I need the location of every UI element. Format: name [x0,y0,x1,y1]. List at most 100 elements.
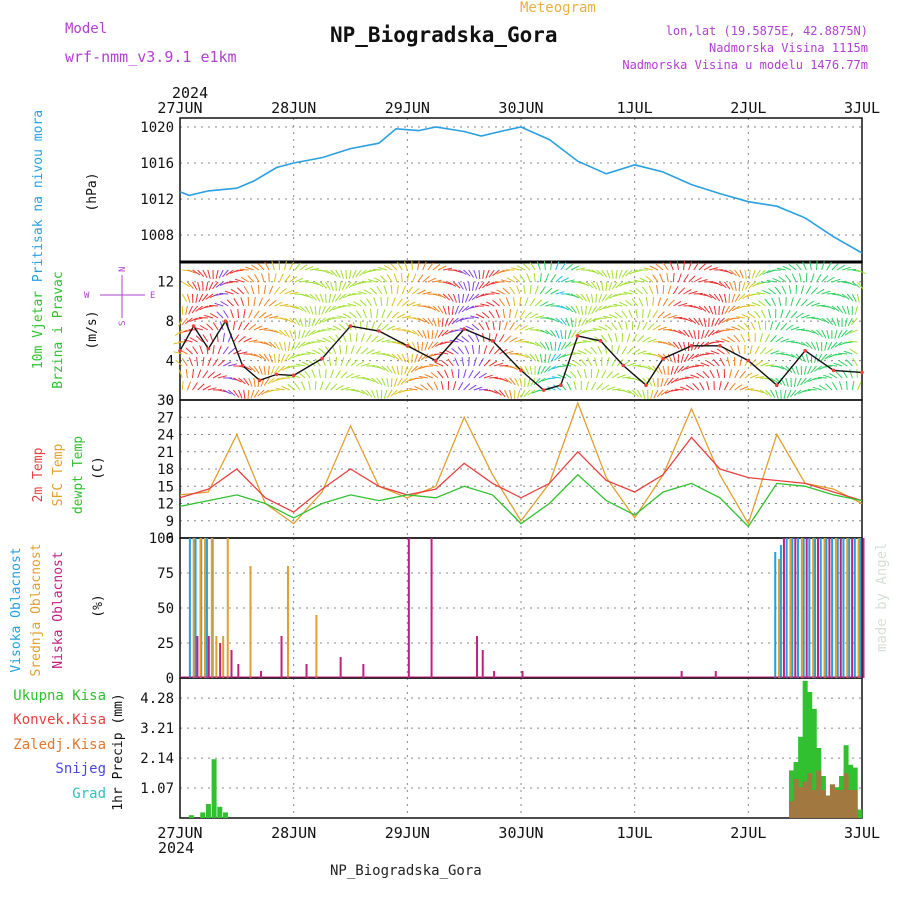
wind-barb [801,285,804,294]
wind-barb [186,306,188,315]
wind-speed-point [832,369,836,373]
temp-title-2m: 2m Temp [31,447,46,502]
wind-barb [322,306,325,314]
wind-barb [351,360,358,366]
wind-barb [452,306,453,315]
wind-barb [694,294,703,295]
cloud-bar [860,538,862,678]
wind-barb [581,359,587,366]
wind-barb [776,322,780,330]
wind-barb [422,342,423,351]
wind-barb [570,371,576,378]
wind-barb [418,330,423,337]
wind-barb [740,270,743,278]
wind-barb [510,353,519,354]
wind-barb [699,264,706,270]
compass-n: N [118,267,128,272]
wind-barb [556,330,560,338]
wind-barb [319,369,320,378]
wind-barb [568,330,571,339]
wind-barb [520,275,525,282]
wind-barb [671,366,673,375]
day-label-bottom: 2JUL [730,824,766,842]
wind-barb [499,334,504,342]
wind-barb [571,306,576,313]
wind-barb [489,311,494,318]
wind-barb [445,318,448,326]
wind-barb [607,371,613,378]
wind-barb [443,306,446,314]
elevation-label: Nadmorska Visina 1115m [709,41,868,55]
temperature-frame [180,400,862,538]
wind-barb [248,390,249,399]
wind-barb [233,390,238,397]
wind-barb [567,382,571,390]
wind-barb [740,371,746,378]
cloud-bar [825,538,827,678]
wind-barb [469,270,474,278]
wind-speed-point [224,319,228,323]
wind-barb [402,286,405,294]
wind-barb [397,366,398,375]
wind-barb [582,318,587,326]
wind-barb [325,369,326,378]
wind-barb [302,330,305,338]
wind-barb [530,366,532,375]
wind-barb [320,294,323,303]
cloud-bar [237,664,239,678]
wind-barb [837,306,843,313]
model-elevation-label: Nadmorska Visina u modelu 1476.77m [622,58,868,72]
wind-barb [694,330,696,339]
wind-barb [315,318,320,325]
cloud-bar [803,538,805,678]
precip-ytick-label: 3.21 [140,721,174,737]
wind-barb [216,270,218,279]
wind-barb [340,345,341,354]
wind-barb [811,288,817,295]
wind-barb [602,282,603,291]
wind-barb [710,370,714,378]
wind-barb [574,381,576,390]
wind-barb [238,309,239,318]
wind-barb [198,384,205,390]
wind-barb [651,390,653,399]
wind-barb [591,347,597,354]
wind-barb [341,358,344,367]
wind-barb [213,359,218,366]
wind-barb [615,333,617,342]
wind-barb [239,390,242,398]
wind-barb [520,342,529,343]
precip-conv-bar [848,790,853,818]
wind-barb [397,299,402,306]
wind-barb [407,273,408,282]
wind-barb [781,323,787,330]
wind-barb [237,288,243,294]
wind-barb [817,274,822,282]
wind-barb [346,345,347,354]
wind-barb [673,273,674,282]
wind-barb [727,357,729,366]
wind-barb [796,366,798,375]
wind-barb [489,270,494,277]
wind-barb [254,390,259,398]
cloud-bar [791,538,793,678]
cloud-ytick-label: 0 [166,671,174,687]
wind-barb [499,390,505,397]
cloud-bar [828,538,830,678]
wind-barb [455,358,459,366]
wind-ytick-label: 8 [166,314,174,330]
wind-barb [825,342,827,351]
wind-barb [518,390,520,399]
wind-barb [350,333,351,342]
precip-legend-snow: Snijeg [55,761,106,777]
wind-barb [235,270,244,271]
wind-barb [784,390,786,399]
cloud-bar [786,538,788,678]
wind-barb [693,383,699,390]
wind-speed-point [622,364,626,368]
cloud-bar [193,538,195,678]
wind-barb [336,370,341,378]
wind-barb [548,354,551,363]
wind-barb [448,294,453,302]
wind-speed-point [775,383,779,387]
